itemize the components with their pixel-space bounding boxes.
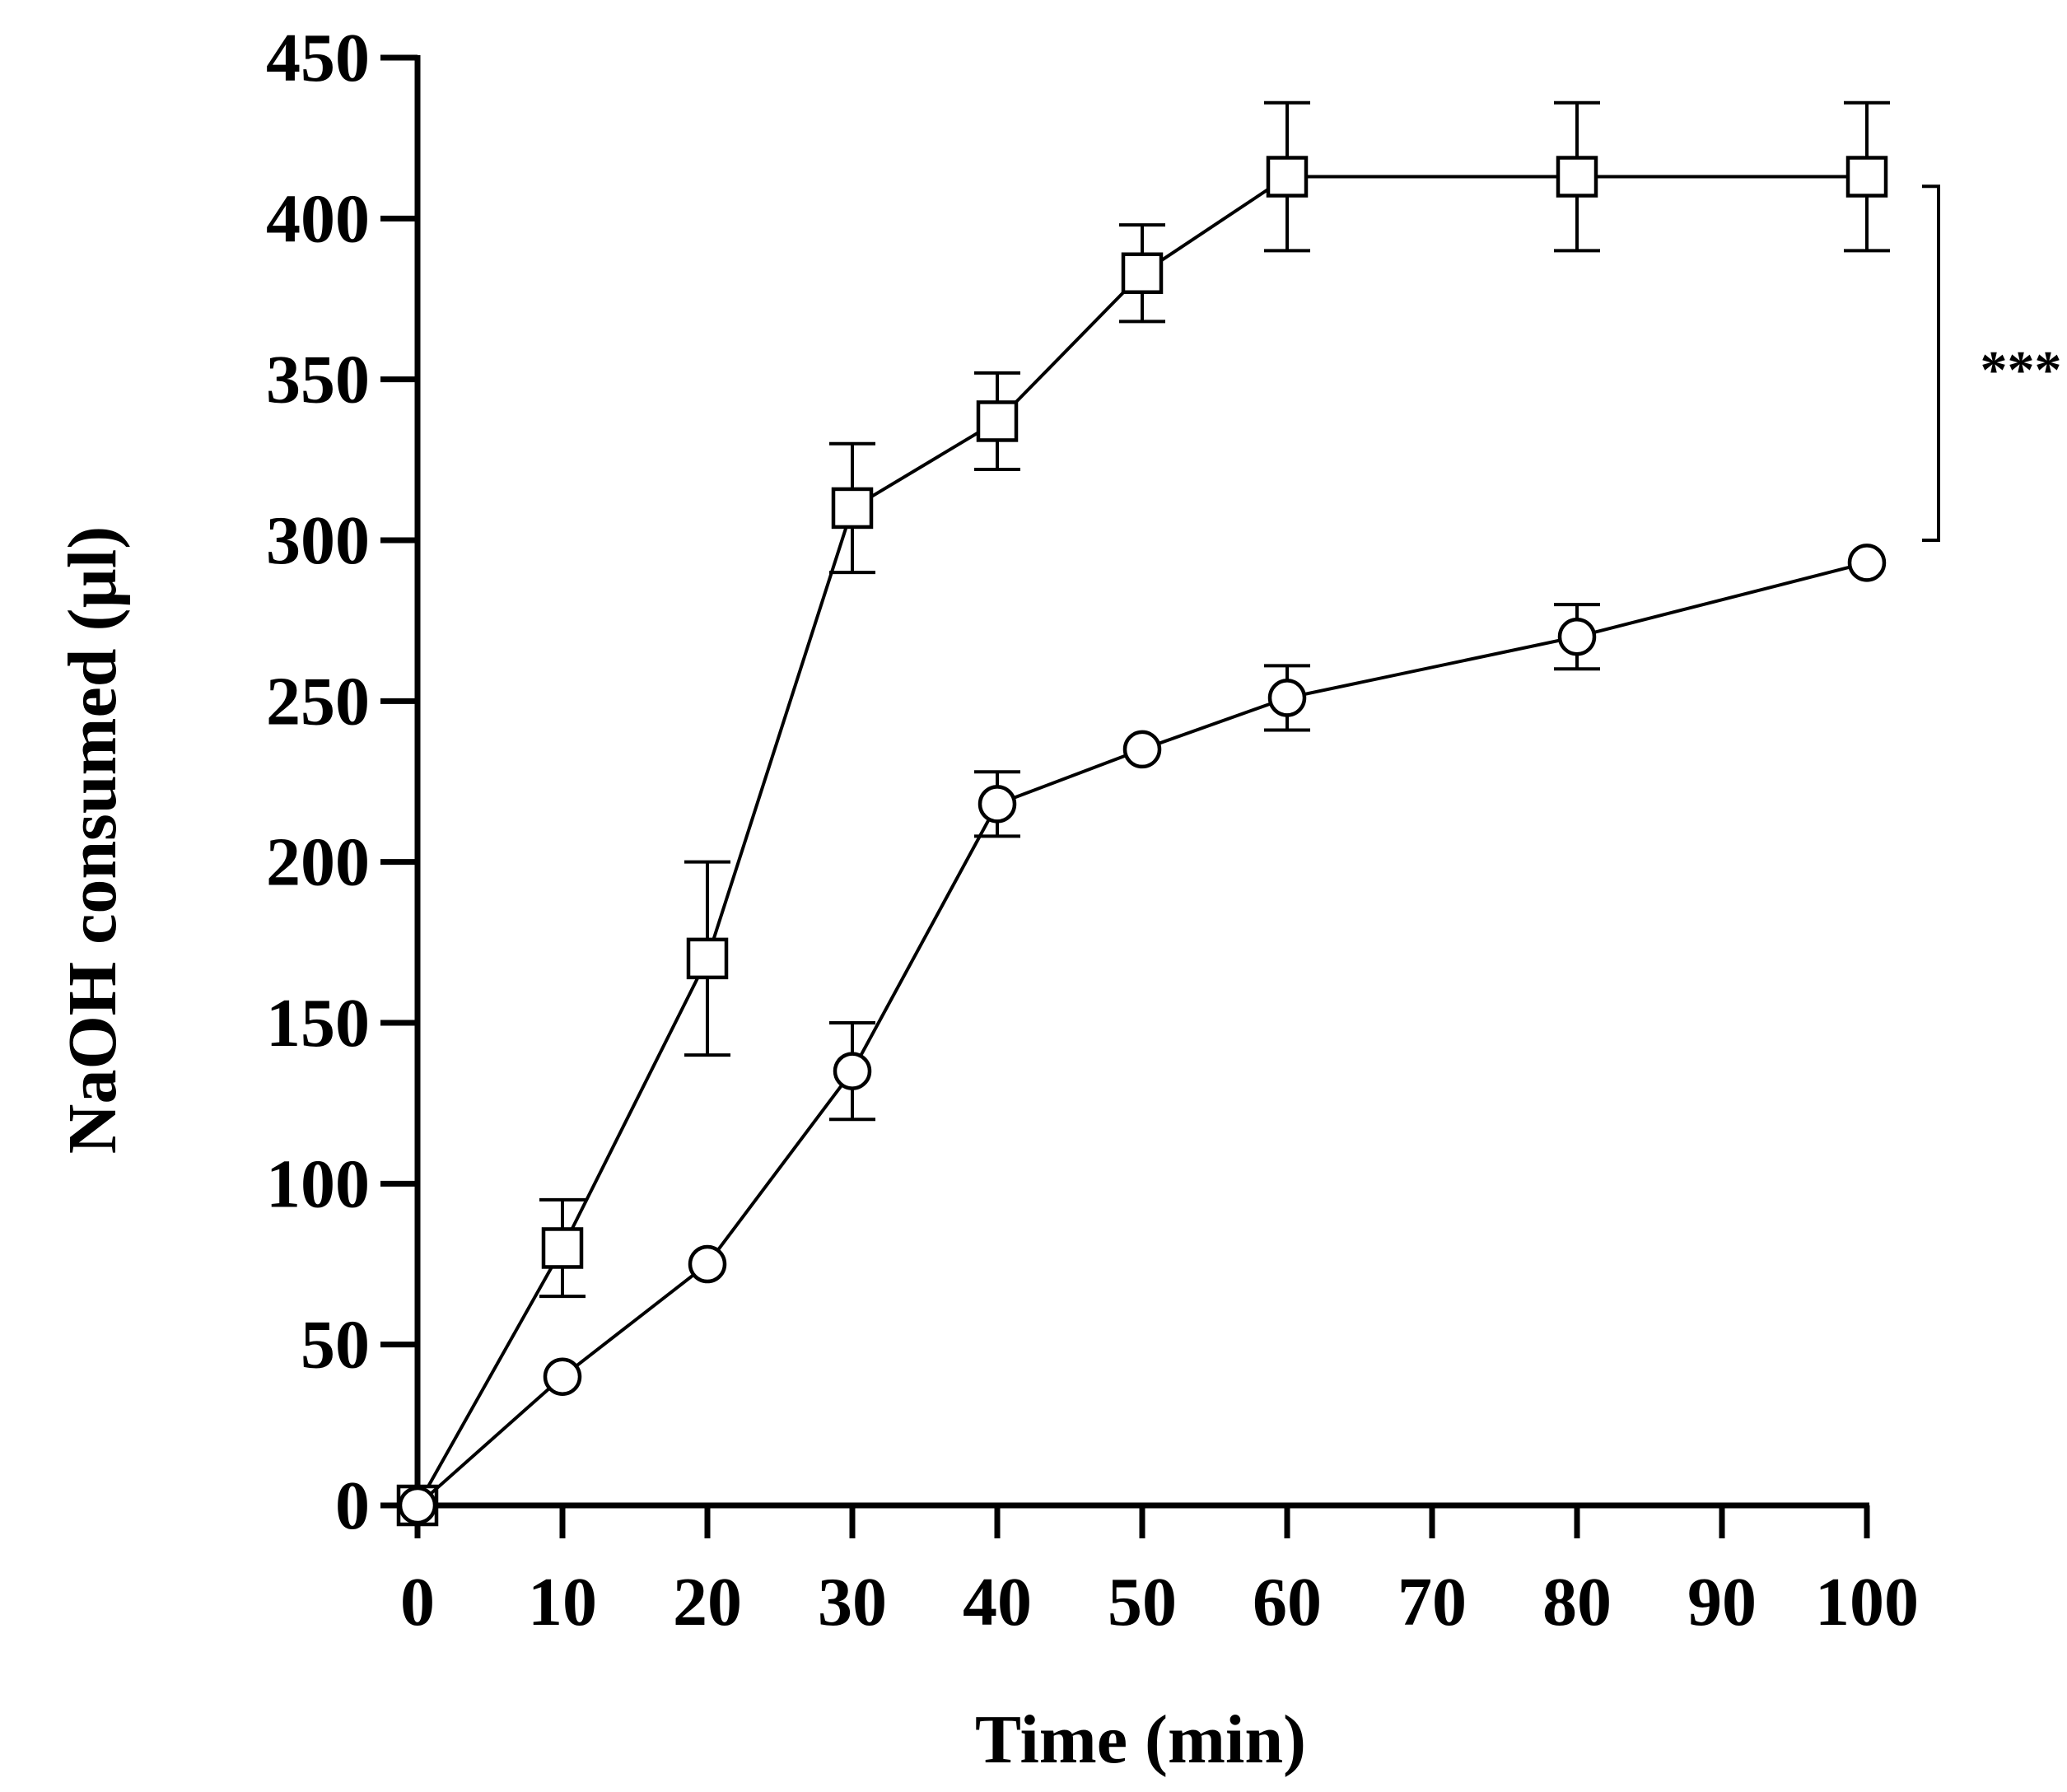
series-circles	[398, 544, 1887, 1525]
data-point-square	[686, 937, 729, 980]
y-tick-label: 300	[266, 502, 370, 579]
data-point-square	[976, 400, 1019, 442]
x-tick-label: 90	[1687, 1564, 1757, 1640]
data-point-circle	[833, 1052, 872, 1090]
data-point-circle	[1122, 730, 1162, 769]
data-point-square	[831, 487, 874, 530]
x-axis-title: Time (min)	[975, 1701, 1306, 1778]
data-point-circle	[543, 1357, 582, 1396]
y-tick-label: 200	[266, 824, 370, 901]
y-tick-label: 250	[266, 663, 370, 740]
series-squares	[396, 100, 1890, 1527]
x-tick-label: 40	[963, 1564, 1032, 1640]
x-tick-label: 30	[818, 1564, 887, 1640]
data-point-square	[1556, 156, 1598, 198]
data-point-circle	[398, 1486, 437, 1525]
x-tick-label: 60	[1253, 1564, 1322, 1640]
data-point-circle	[978, 785, 1017, 824]
series-line-circles	[416, 561, 1868, 1507]
annotations: ***	[1922, 184, 2062, 542]
x-tick-label: 10	[528, 1564, 597, 1640]
bracket-line	[1922, 184, 1940, 542]
x-tick-label: 0	[400, 1564, 435, 1640]
y-tick-label: 150	[266, 985, 370, 1062]
data-point-circle	[1267, 679, 1307, 717]
y-tick-label: 450	[266, 20, 370, 96]
significance-bracket: ***	[1922, 184, 2062, 542]
significance-label: ***	[1981, 340, 2062, 400]
y-tick-label: 0	[335, 1468, 370, 1544]
y-tick-label: 50	[301, 1307, 370, 1384]
data-point-square	[1266, 156, 1309, 198]
data-point-circle	[1847, 544, 1887, 582]
tick-labels: 0 50 100 150 200 250 300 350 400 450 0 10 20 30 40 50 60…	[266, 20, 1919, 1640]
series-line-squares	[416, 175, 1867, 1506]
y-axis-title: NaOH consumed (µl)	[54, 526, 131, 1154]
data-point-square	[1845, 156, 1888, 198]
data-point-square	[541, 1227, 584, 1269]
x-tick-label: 80	[1542, 1564, 1612, 1640]
y-tick-label: 350	[266, 342, 370, 418]
data-point-circle	[688, 1244, 727, 1284]
series-layer	[396, 100, 1890, 1527]
y-tick-label: 100	[266, 1146, 370, 1222]
x-tick-label: 50	[1108, 1564, 1177, 1640]
data-point-circle	[1557, 617, 1597, 656]
x-tick-label: 100	[1815, 1564, 1919, 1640]
y-tick-label: 400	[266, 180, 370, 257]
data-point-square	[1121, 252, 1164, 294]
x-tick-label: 20	[673, 1564, 742, 1640]
x-tick-label: 70	[1397, 1564, 1467, 1640]
